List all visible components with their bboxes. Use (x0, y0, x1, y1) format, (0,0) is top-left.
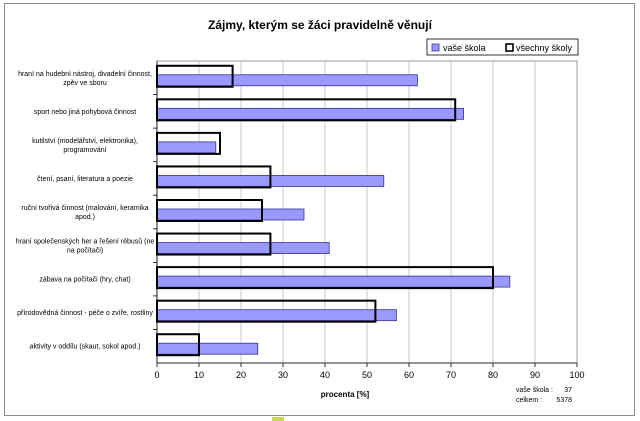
category-label-line: čtení, psaní, literatura a poezie (37, 176, 133, 183)
category-label-line: na počítači) (67, 248, 103, 255)
category-label: aktivity v oddílu (skaut, sokol apod.) (30, 344, 141, 351)
x-tick-label: 50 (362, 370, 372, 380)
x-tick-label: 90 (530, 370, 540, 380)
x-tick-label: 40 (320, 370, 330, 380)
category-label: hraní společenských her a řešení rébusů … (16, 238, 155, 255)
bar-school (156, 74, 418, 87)
note-label-school: vaše škola : (516, 387, 553, 394)
category-label-line: apod.) (75, 214, 95, 221)
category-label: zábava na počítači (hry, chat) (39, 277, 130, 284)
x-tick-label: 0 (154, 370, 159, 380)
legend-box (426, 38, 579, 56)
bar-school (156, 107, 465, 120)
category-label-line: zpěv ve sboru (63, 80, 107, 87)
legend: vaše škola všechny školy (426, 38, 579, 56)
bar-school (156, 309, 397, 322)
category-labels: hraní na hudební nástroj, divadelní činn… (16, 71, 155, 351)
bar-school (156, 242, 330, 254)
axes: 0 10 20 30 40 50 60 70 80 90 100 (153, 61, 585, 380)
category-label: kutilství (modelářství, elektronika), pro… (32, 138, 138, 154)
note-label-total: celkem : (516, 397, 542, 404)
category-label-line: programování (63, 147, 106, 154)
category-label-line: hraní na hudební nástroj, divadelní činn… (18, 71, 152, 78)
note-value-school: 37 (564, 387, 572, 394)
x-tick-label: 20 (236, 370, 246, 380)
category-label-line: hraní společenských her a řešení rébusů … (16, 238, 155, 246)
category-label-line: kutilství (modelářství, elektronika), (32, 138, 138, 145)
bar-school (156, 141, 217, 154)
x-tick-label: 30 (278, 370, 288, 380)
bottom-marker (272, 417, 284, 421)
category-label-line: zábava na počítači (hry, chat) (39, 277, 130, 284)
chart-title: Zájmy, kterým se žáci pravidelně věnují (208, 18, 433, 32)
bar-school (156, 275, 511, 288)
x-tick-label: 100 (569, 370, 584, 380)
legend-swatch-school (431, 43, 440, 52)
legend-label-school: vaše škola (443, 43, 486, 53)
x-tick-label: 70 (446, 370, 456, 380)
sample-notes: vaše škola : 37 celkem : 5378 (516, 387, 572, 404)
category-label-line: sport nebo jiná pohybová činnost (34, 109, 136, 116)
bars (156, 64, 511, 357)
category-label-line: přírodovědná činnost - péče o zvíře, ros… (17, 310, 153, 317)
category-label: čtení, psaní, literatura a poezie (37, 176, 133, 183)
legend-label-all: všechny školy (516, 43, 573, 53)
legend-swatch-all (505, 43, 514, 52)
x-axis-label: procenta [%] (321, 390, 370, 399)
category-label: hraní na hudební nástroj, divadelní činn… (18, 71, 152, 87)
note-value-total: 5378 (556, 397, 572, 404)
chart-frame (4, 3, 635, 416)
category-label: ruční tvořivá činnost (malování, keramik… (21, 205, 148, 221)
bar-school (156, 342, 259, 355)
x-tick-label: 80 (488, 370, 498, 380)
category-label: přírodovědná činnost - péče o zvíře, ros… (17, 310, 153, 317)
category-label-line: ruční tvořivá činnost (malování, keramik… (21, 205, 148, 212)
x-tick-label: 10 (194, 370, 204, 380)
x-tick-label: 60 (404, 370, 414, 380)
category-label-line: aktivity v oddílu (skaut, sokol apod.) (30, 344, 141, 351)
bar-school (156, 208, 305, 221)
category-label: sport nebo jiná pohybová činnost (34, 109, 136, 116)
